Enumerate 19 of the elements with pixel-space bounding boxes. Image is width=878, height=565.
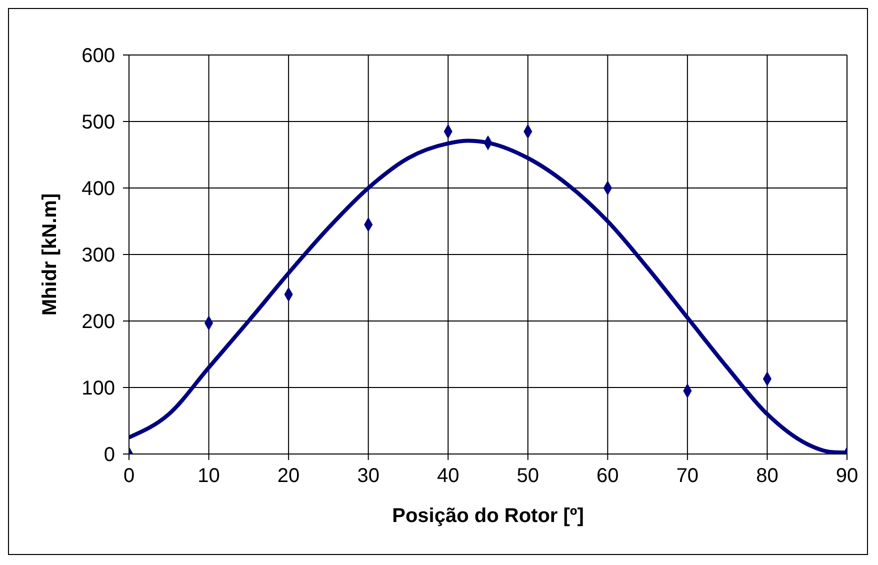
y-tick-label: 400 [82,178,115,200]
x-tick-label: 80 [756,465,778,488]
x-tick-label: 70 [676,465,699,488]
y-tick-label: 100 [82,378,115,400]
x-tick-label: 90 [836,465,858,488]
y-axis-title: Mhidr [kN.m] [39,193,62,316]
x-tick-label: 30 [357,465,380,488]
x-tick-label: 50 [516,465,540,488]
x-tick-label: 40 [436,465,460,488]
x-tick-label: 0 [123,465,135,488]
y-tick-label: 0 [104,444,115,466]
x-axis-title: Posição do Rotor [º] [392,505,584,527]
x-tick-label: 10 [198,465,220,488]
y-tick-label: 200 [82,311,115,334]
x-tick-label: 20 [277,465,300,488]
x-tick-label: 60 [596,465,619,488]
y-tick-label: 500 [82,112,115,134]
y-tick-label: 300 [82,244,115,267]
y-tick-label: 600 [82,45,115,68]
